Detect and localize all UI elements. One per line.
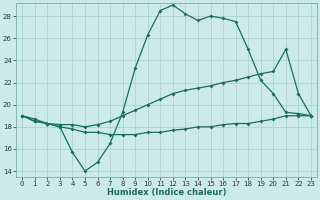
X-axis label: Humidex (Indice chaleur): Humidex (Indice chaleur) [107,188,226,197]
